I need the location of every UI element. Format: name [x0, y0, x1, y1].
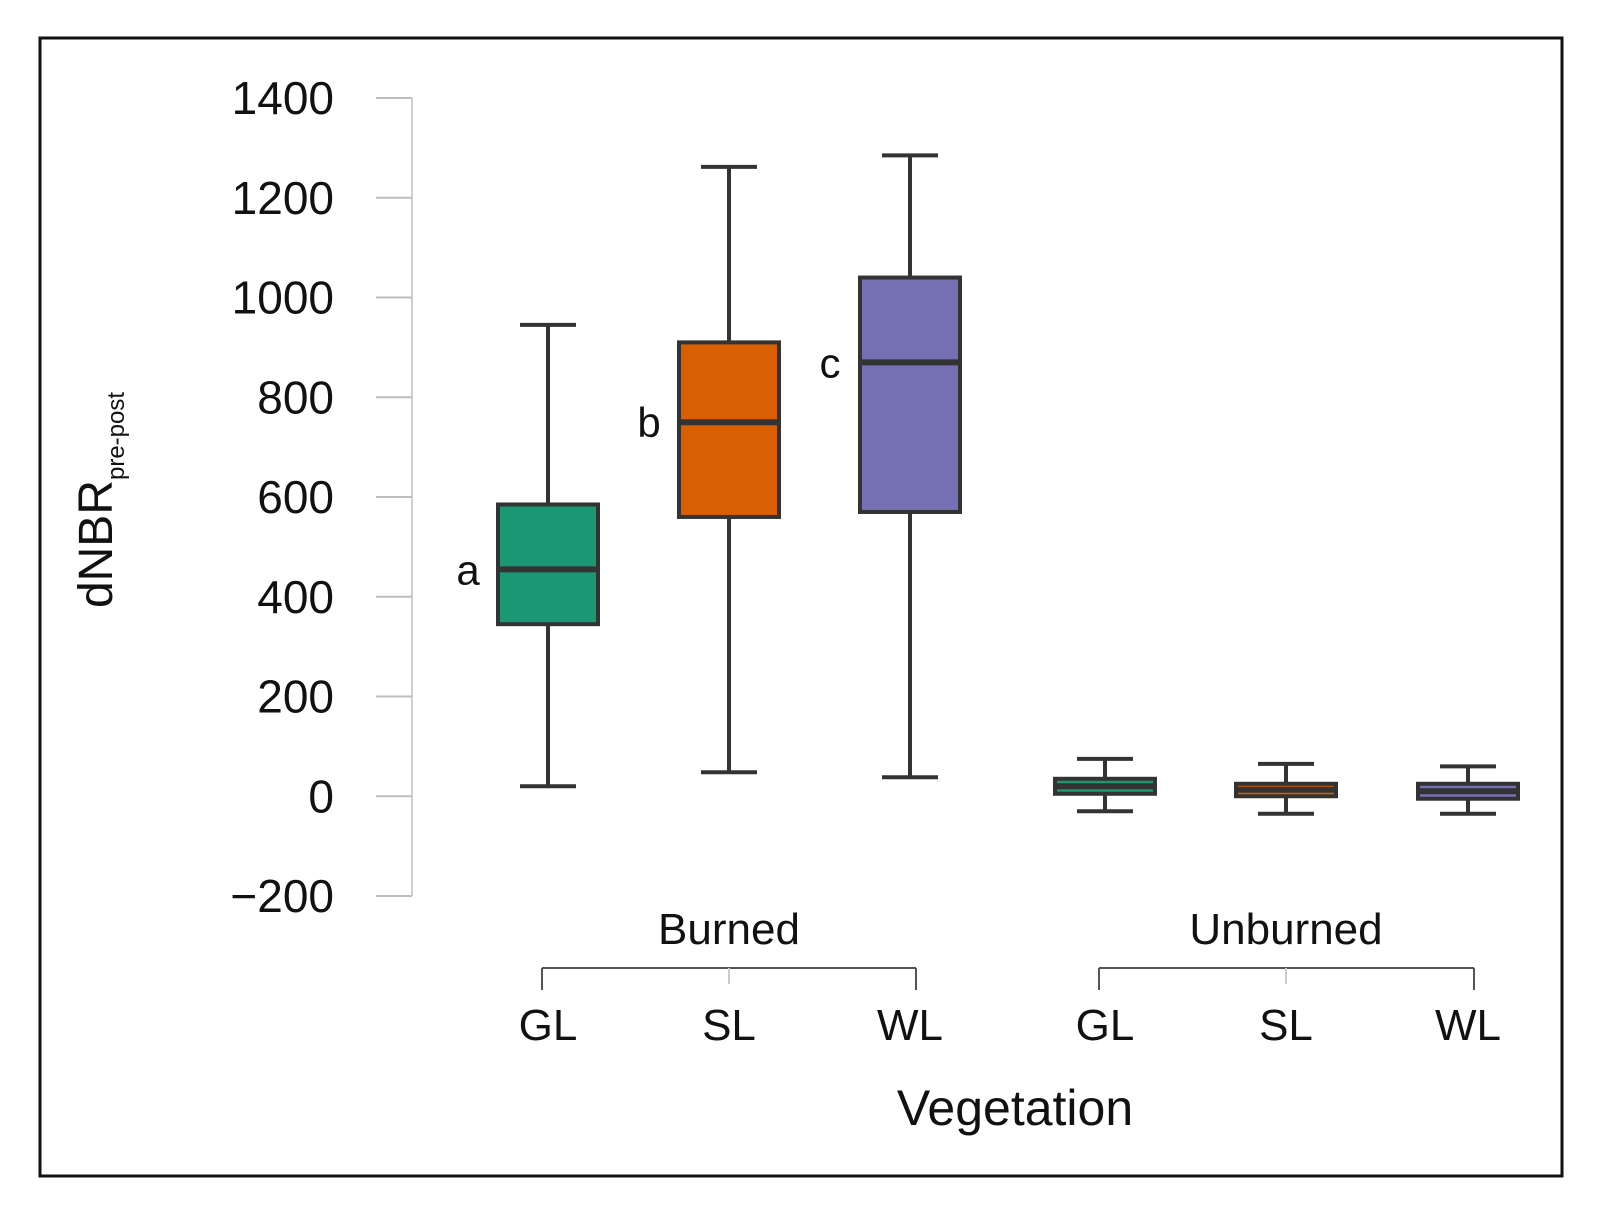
- category-label: GL: [1076, 1001, 1135, 1050]
- box-burned-sl: b: [637, 164, 781, 775]
- box-burned-wl: c: [820, 153, 962, 780]
- y-tick-label: 800: [257, 371, 334, 423]
- box-unburned-wl: [1416, 764, 1520, 816]
- box-iqr: [858, 275, 962, 514]
- y-tick-label: −200: [230, 870, 334, 922]
- significance-label: b: [637, 399, 660, 446]
- y-axis: −200 0 200 400 600 800 1000 1200 1400: [230, 72, 413, 922]
- group-label: Unburned: [1189, 905, 1382, 954]
- box-series: a b c: [456, 153, 1520, 816]
- box-burned-gl: a: [456, 322, 600, 789]
- y-tick-label: 1400: [232, 72, 334, 124]
- figure-frame: [38, 36, 1564, 1178]
- y-tick-label: 0: [308, 770, 334, 822]
- group-burned: Burned GL SL WL: [519, 905, 943, 1050]
- y-axis-title: dNBRpre-post: [70, 392, 130, 608]
- y-tick-label: 600: [257, 471, 334, 523]
- category-label: SL: [702, 1001, 756, 1050]
- significance-label: c: [820, 339, 841, 386]
- box-unburned-gl: [1053, 756, 1157, 814]
- y-tick-label: 1000: [232, 272, 334, 324]
- y-tick-label: 200: [257, 671, 334, 723]
- group-unburned: Unburned GL SL WL: [1076, 905, 1501, 1050]
- category-label: GL: [519, 1001, 578, 1050]
- category-label: WL: [1435, 1001, 1501, 1050]
- box-iqr: [677, 340, 781, 519]
- significance-label: a: [456, 546, 480, 593]
- y-axis-title-main: dNBR: [70, 480, 123, 608]
- category-label: SL: [1259, 1001, 1313, 1050]
- group-label: Burned: [658, 905, 800, 954]
- box-unburned-sl: [1234, 761, 1338, 816]
- x-axis-title: Vegetation: [897, 1080, 1133, 1136]
- y-axis-title-subscript: pre-post: [103, 392, 130, 480]
- box-iqr: [496, 502, 600, 627]
- y-tick-label: 1200: [232, 172, 334, 224]
- x-axis: Burned GL SL WL Unburned GL SL WL: [519, 905, 1501, 1050]
- y-tick-label: 400: [257, 571, 334, 623]
- category-label: WL: [877, 1001, 943, 1050]
